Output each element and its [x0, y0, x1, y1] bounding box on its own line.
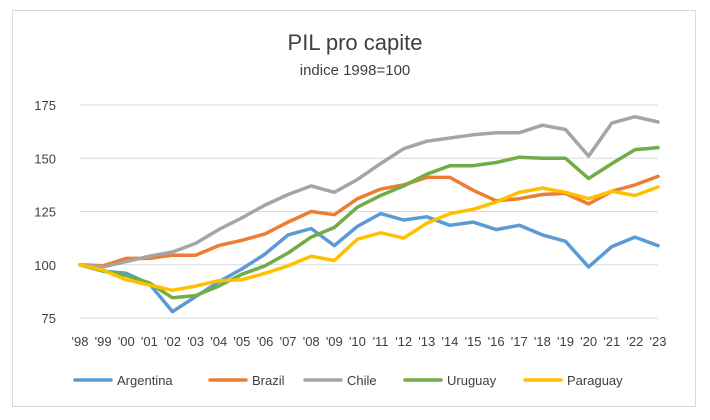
- x-tick-label: '06: [256, 334, 273, 349]
- x-tick-label: '03: [187, 334, 204, 349]
- legend-label-paraguay: Paraguay: [567, 373, 623, 388]
- x-tick-label: '99: [95, 334, 112, 349]
- y-tick-label: 100: [34, 258, 56, 273]
- x-tick-label: '21: [603, 334, 620, 349]
- x-tick-label: '20: [580, 334, 597, 349]
- x-tick-label: '04: [210, 334, 227, 349]
- x-axis-tick-labels: '98 '99 '00 '01 '02 '03 '04 '05 '06 '07 '08 '09 '10 '…: [72, 334, 667, 349]
- series-lines: [78, 114, 660, 314]
- series-line-uruguay: [78, 145, 660, 300]
- y-axis-tick-labels: 75 100 125 150 175: [34, 98, 56, 326]
- legend-label-uruguay: Uruguay: [447, 373, 497, 388]
- x-tick-label: '98: [72, 334, 89, 349]
- x-tick-label: '22: [626, 334, 643, 349]
- x-tick-label: '19: [557, 334, 574, 349]
- x-tick-label: '16: [488, 334, 505, 349]
- x-tick-label: '05: [233, 334, 250, 349]
- y-tick-label: 125: [34, 205, 56, 220]
- x-tick-label: '23: [650, 334, 667, 349]
- x-tick-label: '11: [373, 334, 389, 349]
- series-line-paraguay: [78, 185, 660, 293]
- x-tick-label: '14: [441, 334, 458, 349]
- x-tick-label: '15: [465, 334, 482, 349]
- legend-label-chile: Chile: [347, 373, 377, 388]
- legend-label-argentina: Argentina: [117, 373, 173, 388]
- x-tick-label: '10: [349, 334, 366, 349]
- x-tick-label: '18: [534, 334, 551, 349]
- chart-title: PIL pro capite: [287, 30, 423, 55]
- x-tick-label: '13: [418, 334, 435, 349]
- x-tick-label: '01: [141, 334, 158, 349]
- x-tick-label: '07: [280, 334, 297, 349]
- x-tick-label: '17: [511, 334, 528, 349]
- x-tick-label: '02: [164, 334, 181, 349]
- x-tick-label: '08: [303, 334, 320, 349]
- y-tick-label: 150: [34, 151, 56, 166]
- y-tick-label: 75: [42, 311, 56, 326]
- series-line-brazil: [78, 174, 660, 268]
- y-tick-label: 175: [34, 98, 56, 113]
- series-line-argentina: [78, 211, 660, 314]
- series-line-chile: [78, 114, 660, 269]
- chart-subtitle: indice 1998=100: [299, 62, 411, 79]
- x-tick-label: '00: [118, 334, 135, 349]
- x-tick-label: '09: [326, 334, 343, 349]
- x-tick-label: '12: [395, 334, 412, 349]
- legend: Argentina Brazil Chile Uruguay Paraguay: [73, 373, 623, 388]
- legend-label-brazil: Brazil: [252, 373, 285, 388]
